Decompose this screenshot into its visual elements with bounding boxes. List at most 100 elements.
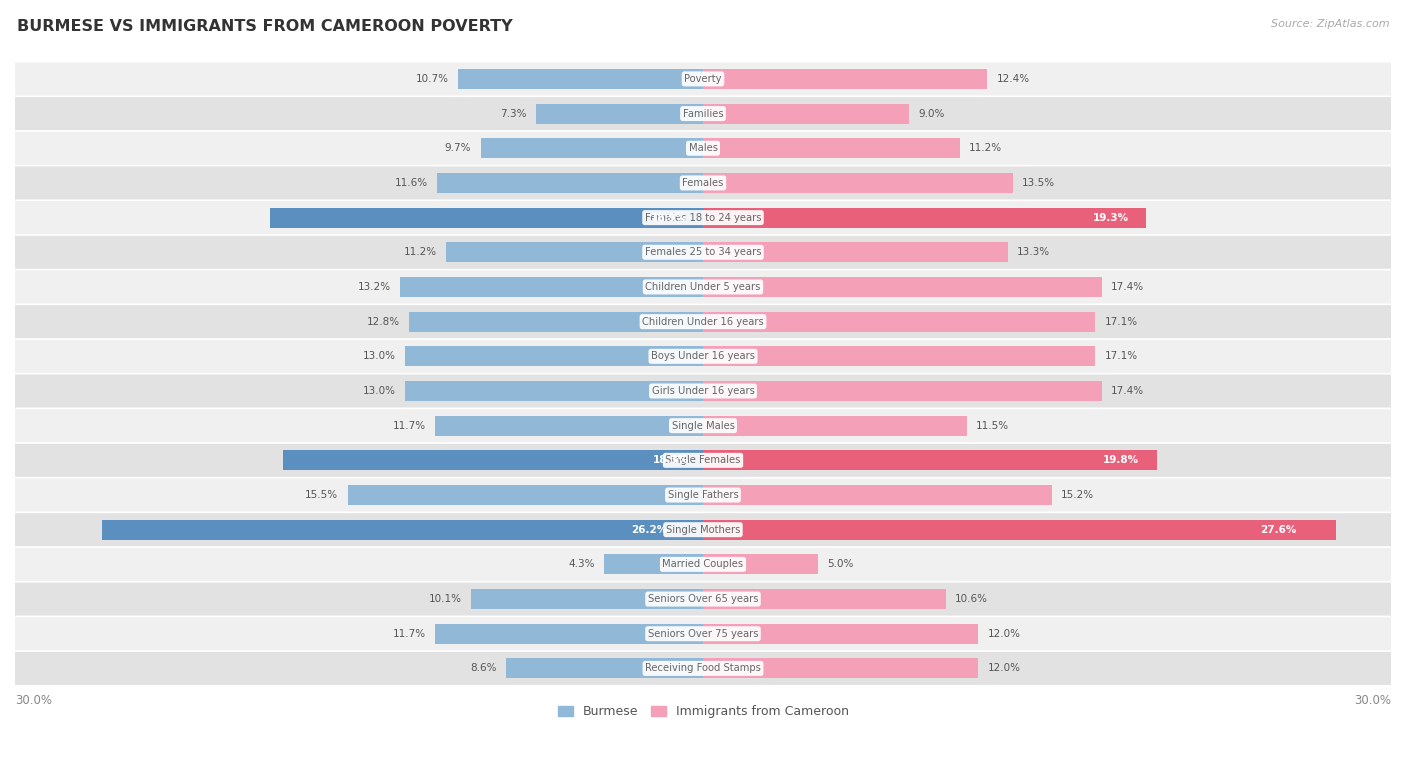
Bar	[401, 277, 703, 297]
Text: 17.4%: 17.4%	[1111, 386, 1144, 396]
FancyBboxPatch shape	[15, 444, 1391, 477]
Text: Single Males: Single Males	[672, 421, 734, 431]
Bar	[703, 381, 1102, 401]
Text: 9.0%: 9.0%	[918, 108, 945, 118]
Text: 13.5%: 13.5%	[1022, 178, 1054, 188]
FancyBboxPatch shape	[15, 62, 1391, 96]
Text: 13.3%: 13.3%	[1017, 247, 1050, 257]
Bar	[536, 104, 703, 124]
Text: 12.0%: 12.0%	[987, 628, 1021, 639]
Text: 17.1%: 17.1%	[1104, 317, 1137, 327]
FancyBboxPatch shape	[15, 513, 1391, 547]
FancyBboxPatch shape	[15, 167, 1391, 199]
Text: 19.8%: 19.8%	[1102, 456, 1139, 465]
Bar	[270, 208, 703, 227]
Text: 10.1%: 10.1%	[429, 594, 463, 604]
Text: 12.0%: 12.0%	[987, 663, 1021, 673]
Text: 15.2%: 15.2%	[1060, 490, 1094, 500]
Text: 11.6%: 11.6%	[395, 178, 427, 188]
Bar	[703, 104, 910, 124]
Text: 11.7%: 11.7%	[392, 628, 426, 639]
Text: Single Mothers: Single Mothers	[666, 525, 740, 534]
Text: Married Couples: Married Couples	[662, 559, 744, 569]
Bar	[703, 520, 1336, 540]
Text: 19.3%: 19.3%	[1092, 212, 1129, 223]
FancyBboxPatch shape	[15, 409, 1391, 442]
Bar	[703, 659, 979, 678]
Text: 7.3%: 7.3%	[501, 108, 526, 118]
Bar	[703, 312, 1095, 332]
FancyBboxPatch shape	[15, 340, 1391, 373]
Bar	[481, 138, 703, 158]
Text: 30.0%: 30.0%	[15, 694, 52, 707]
Bar	[437, 173, 703, 193]
Text: BURMESE VS IMMIGRANTS FROM CAMEROON POVERTY: BURMESE VS IMMIGRANTS FROM CAMEROON POVE…	[17, 19, 513, 34]
Bar	[703, 624, 979, 644]
Text: Families: Families	[683, 108, 723, 118]
Text: Children Under 16 years: Children Under 16 years	[643, 317, 763, 327]
FancyBboxPatch shape	[15, 652, 1391, 685]
Bar	[405, 381, 703, 401]
FancyBboxPatch shape	[15, 305, 1391, 338]
Bar	[703, 277, 1102, 297]
Bar	[103, 520, 703, 540]
Bar	[703, 589, 946, 609]
Text: 26.2%: 26.2%	[631, 525, 668, 534]
Bar	[703, 554, 818, 575]
Text: Girls Under 16 years: Girls Under 16 years	[651, 386, 755, 396]
Bar	[605, 554, 703, 575]
FancyBboxPatch shape	[15, 374, 1391, 408]
Text: 4.3%: 4.3%	[568, 559, 595, 569]
Text: 17.1%: 17.1%	[1104, 351, 1137, 362]
Text: Single Fathers: Single Fathers	[668, 490, 738, 500]
Text: 13.0%: 13.0%	[363, 351, 395, 362]
Text: Seniors Over 75 years: Seniors Over 75 years	[648, 628, 758, 639]
Text: 8.6%: 8.6%	[470, 663, 496, 673]
Legend: Burmese, Immigrants from Cameroon: Burmese, Immigrants from Cameroon	[553, 700, 853, 723]
FancyBboxPatch shape	[15, 201, 1391, 234]
Text: 10.7%: 10.7%	[415, 74, 449, 84]
Text: 18.9%: 18.9%	[651, 212, 688, 223]
Text: 15.5%: 15.5%	[305, 490, 339, 500]
Bar	[703, 138, 960, 158]
Text: 18.3%: 18.3%	[652, 456, 689, 465]
Bar	[703, 346, 1095, 366]
Text: Boys Under 16 years: Boys Under 16 years	[651, 351, 755, 362]
Bar	[703, 485, 1052, 505]
FancyBboxPatch shape	[15, 97, 1391, 130]
Text: 12.4%: 12.4%	[997, 74, 1029, 84]
Bar	[405, 346, 703, 366]
Text: Poverty: Poverty	[685, 74, 721, 84]
Text: 12.8%: 12.8%	[367, 317, 401, 327]
Text: Source: ZipAtlas.com: Source: ZipAtlas.com	[1271, 19, 1389, 29]
Bar	[284, 450, 703, 471]
Text: 17.4%: 17.4%	[1111, 282, 1144, 292]
Text: 13.0%: 13.0%	[363, 386, 395, 396]
Bar	[446, 243, 703, 262]
Text: 9.7%: 9.7%	[444, 143, 471, 153]
Bar	[703, 243, 1008, 262]
Text: Children Under 5 years: Children Under 5 years	[645, 282, 761, 292]
Text: 11.5%: 11.5%	[976, 421, 1010, 431]
FancyBboxPatch shape	[15, 236, 1391, 269]
Text: Females 18 to 24 years: Females 18 to 24 years	[645, 212, 761, 223]
Text: 10.6%: 10.6%	[955, 594, 988, 604]
Text: 30.0%: 30.0%	[1354, 694, 1391, 707]
Bar	[434, 415, 703, 436]
Text: Single Females: Single Females	[665, 456, 741, 465]
Bar	[457, 69, 703, 89]
FancyBboxPatch shape	[15, 548, 1391, 581]
Text: 13.2%: 13.2%	[359, 282, 391, 292]
FancyBboxPatch shape	[15, 132, 1391, 164]
Text: 5.0%: 5.0%	[827, 559, 853, 569]
FancyBboxPatch shape	[15, 271, 1391, 303]
Bar	[703, 415, 967, 436]
Text: Females 25 to 34 years: Females 25 to 34 years	[645, 247, 761, 257]
FancyBboxPatch shape	[15, 617, 1391, 650]
Bar	[703, 69, 987, 89]
Text: Receiving Food Stamps: Receiving Food Stamps	[645, 663, 761, 673]
Text: Males: Males	[689, 143, 717, 153]
Text: Females: Females	[682, 178, 724, 188]
Bar	[347, 485, 703, 505]
Bar	[703, 450, 1157, 471]
